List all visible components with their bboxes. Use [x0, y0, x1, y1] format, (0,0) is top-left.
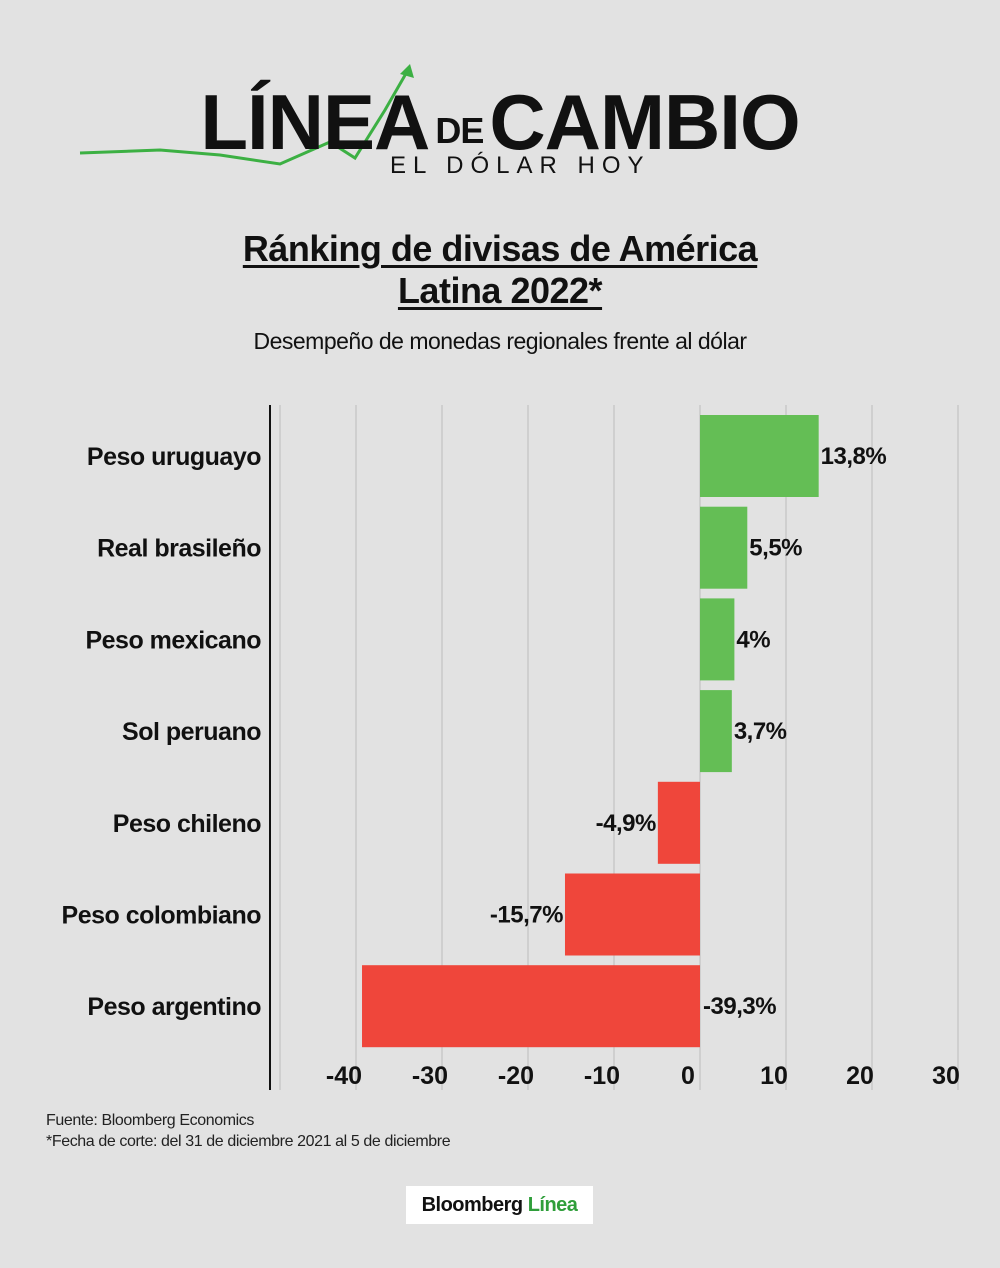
badge-accent: Línea: [527, 1194, 578, 1216]
bar: [657, 781, 700, 864]
logo-tagline: EL DÓLAR HOY: [390, 152, 651, 179]
bar: [564, 873, 700, 956]
value-label: 5,5%: [749, 535, 802, 562]
logo-word-linea: LÍNEA: [200, 78, 430, 166]
x-tick-label: 0: [681, 1062, 695, 1090]
chart-title-line-1: Ránking de divisas de América: [242, 228, 758, 269]
bloomberg-linea-badge: Bloomberg Línea: [406, 1186, 593, 1224]
chart-title: Ránking de divisas de América Latina 202…: [0, 228, 1000, 312]
x-tick-label: 30: [932, 1062, 960, 1090]
category-label: Peso uruguayo: [87, 443, 261, 471]
bar: [700, 690, 732, 773]
category-label: Peso argentino: [87, 993, 261, 1021]
trend-arrow-icon: [79, 64, 414, 166]
x-tick-label: -10: [584, 1062, 620, 1090]
x-tick-label: -20: [498, 1062, 534, 1090]
footnotes: Fuente: Bloomberg Economics *Fecha de co…: [46, 1110, 451, 1152]
chart-subtitle: Desempeño de monedas regionales frente a…: [253, 328, 747, 354]
category-label: Peso mexicano: [85, 626, 261, 654]
value-label: -4,9%: [596, 810, 656, 837]
logo-word-de: DE: [435, 110, 484, 151]
bar: [700, 506, 748, 589]
cutoff-note: *Fecha de corte: del 31 de diciembre 202…: [46, 1133, 451, 1150]
value-label: -39,3%: [703, 993, 776, 1020]
logo-word-cambio: CAMBIO: [489, 78, 800, 166]
value-label: 4%: [736, 626, 770, 653]
category-label: Real brasileño: [97, 535, 261, 563]
category-label: Peso colombiano: [62, 902, 262, 930]
bar: [362, 965, 700, 1048]
x-tick-label: -30: [412, 1062, 448, 1090]
x-tick-label: -40: [326, 1062, 362, 1090]
bar: [700, 415, 819, 497]
category-label: Sol peruano: [122, 718, 261, 746]
source-note: Fuente: Bloomberg Economics: [46, 1112, 254, 1129]
x-tick-label: 10: [760, 1062, 788, 1090]
value-label: 3,7%: [734, 718, 787, 745]
bar-chart: Peso uruguayo 13,8% Real brasileño 5,5% Peso…: [62, 405, 960, 1090]
category-label: Peso chileno: [113, 810, 261, 838]
logo: LÍNEA DECAMBIO EL DÓLAR HOY: [0, 60, 1000, 190]
chart-title-line-2: Latina 2022*: [397, 270, 603, 311]
bar: [700, 598, 735, 681]
value-label: -15,7%: [490, 902, 563, 929]
x-tick-label: 20: [846, 1062, 874, 1090]
value-label: 13,8%: [821, 443, 887, 470]
badge-brand: Bloomberg: [421, 1194, 524, 1216]
logo-wordmark: LÍNEA DECAMBIO: [0, 82, 1000, 171]
